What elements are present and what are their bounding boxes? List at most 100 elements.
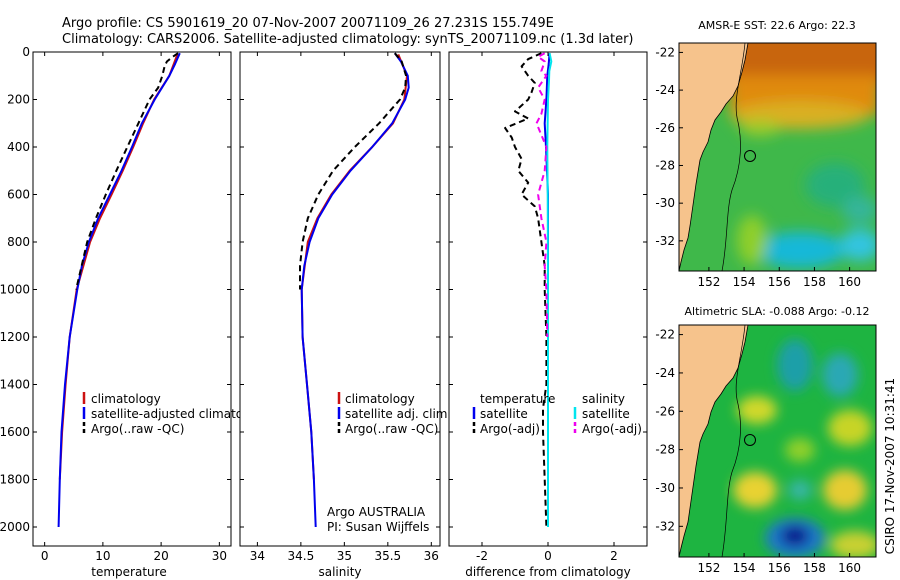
series-line-argo — [299, 52, 408, 290]
map-x-tick-label: 156 — [768, 561, 791, 575]
salinity-x-axis: 34 34.5 35 35.5 36 — [240, 51, 440, 563]
map-x-tick-label: 154 — [733, 561, 756, 575]
salinity-legend: climatology satellite adj. clim. Argo(..… — [337, 392, 451, 436]
series-line-salinity-satellite — [546, 52, 553, 527]
legend-sal-satellite-label: satellite — [582, 407, 630, 421]
salinity-series — [299, 52, 410, 528]
y-tick-label: 200 — [7, 93, 30, 107]
map-y-tick-label: -28 — [655, 443, 675, 457]
legend-sal-argo-label: Argo(-adj) — [582, 422, 642, 436]
sst-map-frame — [678, 42, 877, 272]
sla-map-axes: 152 154 156 158 160 -22 -24 -26 -28 -30 -32 — [655, 328, 861, 575]
x-tick-label: 2 — [610, 549, 618, 563]
credit-program: Argo AUSTRALIA — [327, 505, 426, 519]
figure-title-line1: Argo profile: CS 5901619_20 07-Nov-2007 … — [62, 16, 554, 31]
series-line-argo — [75, 52, 179, 290]
x-tick-label: 10 — [95, 549, 110, 563]
sst-float-marker — [744, 150, 756, 162]
legend-argo-label: Argo(..raw -QC) — [91, 422, 184, 436]
map-y-tick-label: -28 — [655, 158, 675, 172]
temperature-axes-frame — [32, 51, 232, 547]
map-y-tick-label: -32 — [655, 234, 675, 248]
x-tick-label: -2 — [476, 549, 488, 563]
x-tick-label: 36 — [424, 549, 439, 563]
sst-map-title: AMSR-E SST: 22.6 Argo: 22.3 — [698, 19, 856, 32]
y-tick-label: 0 — [22, 45, 30, 59]
legend-temp-argo-label: Argo(-adj) — [480, 422, 540, 436]
map-y-tick-label: -30 — [655, 196, 675, 210]
credit-footer: CSIRO 17-Nov-2007 10:31:41 — [883, 378, 897, 554]
sst-map-axes: 152 154 156 158 160 -22 -24 -26 -28 -30 -32 — [655, 45, 861, 289]
x-tick-label: 20 — [153, 549, 168, 563]
sla-map: Altimetric SLA: -0.088 Argo: -0.12 152 15 — [655, 305, 877, 575]
x-tick-label: 34.5 — [288, 549, 315, 563]
x-tick-label: 0 — [544, 549, 552, 563]
map-y-tick-label: -32 — [655, 519, 675, 533]
legend-climatology-label: climatology — [345, 392, 415, 406]
map-x-tick-label: 158 — [803, 275, 826, 289]
figure-title-line2: Climatology: CARS2006. Satellite-adjuste… — [62, 32, 634, 47]
map-y-tick-label: -24 — [655, 366, 675, 380]
salinity-xlabel: salinity — [318, 565, 361, 579]
y-tick-label: 1600 — [0, 425, 30, 439]
x-tick-label: 0 — [41, 549, 49, 563]
legend-satellite-label: satellite-adjusted climatology — [91, 407, 269, 421]
map-x-tick-label: 160 — [838, 275, 861, 289]
x-tick-label: 35 — [337, 549, 352, 563]
legend-temp-satellite-label: satellite — [480, 407, 528, 421]
x-tick-label: 34 — [250, 549, 265, 563]
y-tick-label: 400 — [7, 140, 30, 154]
sst-map: AMSR-E SST: 22.6 Argo: 22.3 152 154 156 158… — [655, 19, 877, 289]
sla-map-title: Altimetric SLA: -0.088 Argo: -0.12 — [685, 305, 870, 318]
x-tick-label: 30 — [212, 549, 227, 563]
legend-climatology-label: climatology — [91, 392, 161, 406]
sla-blobs — [733, 339, 876, 557]
series-line-salinity-argo-adj- — [535, 52, 549, 338]
temperature-x-axis: 0 10 20 30 — [41, 52, 227, 563]
sla-shelf-contour — [721, 325, 746, 557]
map-y-tick-label: -22 — [655, 45, 675, 59]
sla-map-frame — [678, 324, 877, 558]
map-x-tick-label: 156 — [768, 275, 791, 289]
legend-salinity-title: salinity — [582, 392, 625, 406]
salinity-panel: 34 34.5 35 35.5 36 climatology satellite adj… — [239, 51, 451, 579]
legend-argo-label: Argo(..raw -QC) — [345, 422, 438, 436]
map-y-tick-label: -26 — [655, 404, 675, 418]
temperature-panel: 0 200 400 600 800 1000 1200 1400 1600 1800 2000 0 1… — [0, 45, 269, 579]
sla-float-marker — [744, 434, 756, 446]
salinity-axes-frame — [239, 51, 441, 547]
difference-xlabel: difference from climatology — [465, 565, 631, 579]
credit-pi: PI: Susan Wijffels — [327, 520, 429, 534]
difference-series — [504, 52, 553, 528]
depth-axis: 0 200 400 600 800 1000 1200 1400 1600 1800 2000 — [0, 45, 231, 534]
sla-map-field — [679, 325, 876, 557]
map-y-tick-label: -22 — [655, 328, 675, 342]
legend-temperature-title: temperature — [480, 392, 555, 406]
map-x-tick-label: 152 — [697, 561, 720, 575]
y-tick-label: 600 — [7, 188, 30, 202]
x-tick-label: 35.5 — [374, 549, 401, 563]
difference-x-axis: -2 0 2 — [449, 51, 647, 563]
map-x-tick-label: 160 — [838, 561, 861, 575]
temperature-series — [57, 52, 181, 528]
series-line-satellite — [57, 52, 181, 528]
series-line-satellite — [300, 52, 410, 528]
map-x-tick-label: 152 — [697, 275, 720, 289]
map-y-tick-label: -30 — [655, 481, 675, 495]
y-tick-label: 2000 — [0, 520, 30, 534]
y-tick-label: 1400 — [0, 378, 30, 392]
y-tick-label: 1000 — [0, 283, 30, 297]
temperature-xlabel: temperature — [91, 565, 166, 579]
y-tick-label: 800 — [7, 235, 30, 249]
y-tick-label: 1800 — [0, 473, 30, 487]
map-y-tick-label: -26 — [655, 121, 675, 135]
y-tick-label: 1200 — [0, 330, 30, 344]
sst-shelf-contour — [721, 43, 746, 271]
map-y-tick-label: -24 — [655, 83, 675, 97]
difference-legend: temperature satellite Argo(-adj) salinit… — [472, 392, 642, 436]
difference-panel: -2 0 2 temperature satellite Argo(-adj) sa… — [448, 51, 648, 579]
map-x-tick-label: 154 — [733, 275, 756, 289]
temperature-legend: climatology satellite-adjusted climatolo… — [82, 392, 269, 436]
legend-satellite-label: satellite adj. clim. — [345, 407, 451, 421]
